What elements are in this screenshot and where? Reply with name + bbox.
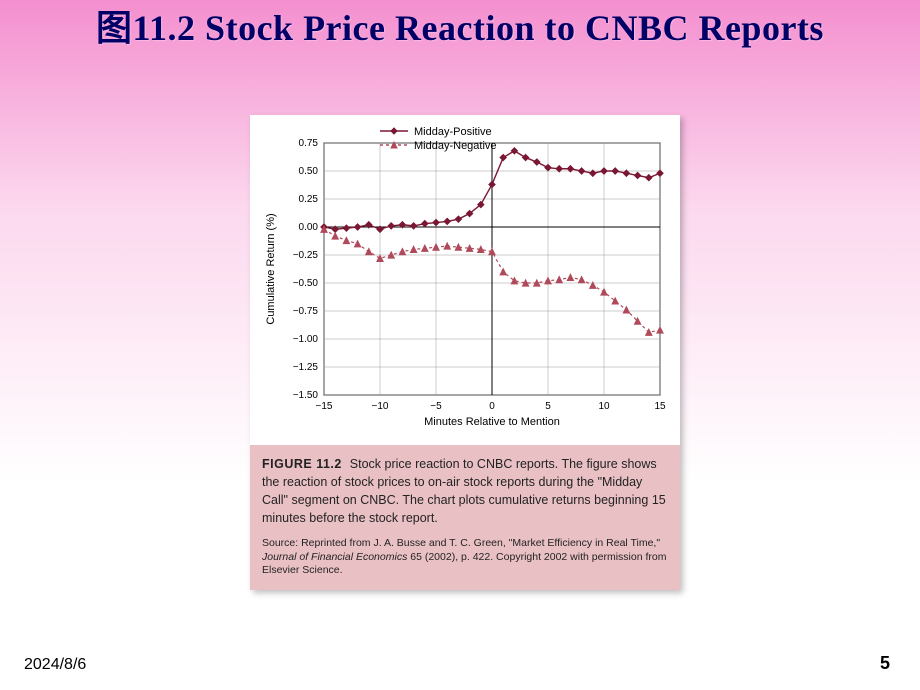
svg-text:Midday-Negative: Midday-Negative [414,140,497,152]
svg-text:−15: −15 [316,401,333,412]
svg-text:−10: −10 [372,401,389,412]
svg-text:5: 5 [545,401,551,412]
footer-date: 2024/8/6 [24,656,86,674]
svg-text:Minutes Relative to Mention: Minutes Relative to Mention [424,416,560,428]
figure-container: −15 −10 −5 0 5 10 15 −1.50 −1.25 −1.00 −0.75 −0.50 −… [250,115,680,590]
figure-caption: FIGURE 11.2 Stock price reaction to CNBC… [250,445,680,590]
svg-text:10: 10 [598,401,610,412]
svg-text:0: 0 [489,401,495,412]
svg-text:−1.00: −1.00 [293,334,319,345]
chart-area: −15 −10 −5 0 5 10 15 −1.50 −1.25 −1.00 −0.75 −0.50 −… [250,115,680,445]
svg-text:−0.50: −0.50 [293,278,319,289]
svg-text:−1.25: −1.25 [293,362,319,373]
caption-source: Source: Reprinted from J. A. Busse and T… [262,537,668,578]
svg-text:−1.50: −1.50 [293,390,319,401]
svg-text:Midday-Positive: Midday-Positive [414,126,492,138]
svg-text:−0.25: −0.25 [293,250,319,261]
footer-page-number: 5 [880,653,890,674]
chart-svg: −15 −10 −5 0 5 10 15 −1.50 −1.25 −1.00 −0.75 −0.50 −… [250,115,680,445]
svg-text:Cumulative Return (%): Cumulative Return (%) [265,213,277,324]
svg-text:−0.75: −0.75 [293,306,319,317]
svg-text:0.00: 0.00 [299,222,319,233]
svg-text:15: 15 [654,401,666,412]
caption-label: FIGURE 11.2 [262,457,342,471]
svg-text:−5: −5 [430,401,442,412]
svg-text:0.75: 0.75 [299,138,319,149]
svg-text:0.25: 0.25 [299,194,319,205]
slide-title: 图11.2 Stock Price Reaction to CNBC Repor… [0,0,920,49]
svg-text:0.50: 0.50 [299,166,319,177]
slide: 图11.2 Stock Price Reaction to CNBC Repor… [0,0,920,690]
